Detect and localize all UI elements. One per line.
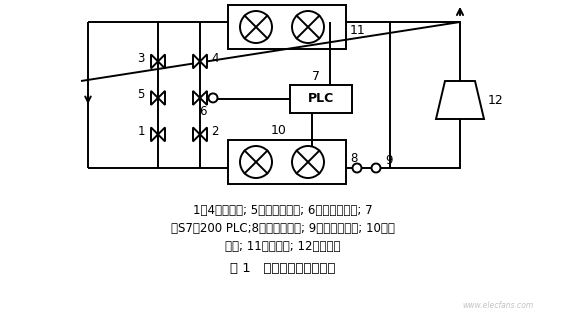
- Circle shape: [240, 146, 272, 178]
- Text: 1: 1: [138, 125, 145, 138]
- Bar: [228, 5, 346, 49]
- Text: 6: 6: [199, 106, 207, 119]
- Circle shape: [240, 11, 272, 43]
- Text: 10: 10: [271, 125, 287, 138]
- Bar: [290, 85, 352, 113]
- Polygon shape: [436, 81, 484, 119]
- Polygon shape: [151, 55, 158, 68]
- Polygon shape: [151, 91, 158, 105]
- Text: 11: 11: [350, 23, 366, 36]
- Text: 2: 2: [211, 125, 218, 138]
- Polygon shape: [193, 91, 200, 105]
- Text: 9: 9: [385, 153, 392, 166]
- Circle shape: [353, 164, 362, 172]
- Bar: [228, 140, 346, 184]
- Polygon shape: [151, 127, 158, 141]
- Polygon shape: [158, 55, 165, 68]
- Text: www.elecfans.com: www.elecfans.com: [462, 301, 534, 309]
- Text: PLC: PLC: [308, 93, 334, 106]
- Text: 5: 5: [138, 88, 145, 101]
- Polygon shape: [158, 127, 165, 141]
- Text: 8: 8: [350, 152, 358, 165]
- Circle shape: [371, 164, 380, 172]
- Circle shape: [292, 146, 324, 178]
- Text: 3: 3: [138, 52, 145, 65]
- Text: 4: 4: [211, 52, 218, 65]
- Polygon shape: [200, 55, 207, 68]
- Text: －S7－200 PLC;8－压力传感器; 9－温度传感器; 10－冷: －S7－200 PLC;8－压力传感器; 9－温度传感器; 10－冷: [171, 222, 395, 235]
- Polygon shape: [200, 127, 207, 141]
- Circle shape: [208, 94, 217, 102]
- Text: 7: 7: [312, 70, 320, 83]
- Polygon shape: [193, 55, 200, 68]
- Text: 风机; 11－冷凝器; 12－压缩机: 风机; 11－冷凝器; 12－压缩机: [225, 240, 341, 253]
- Polygon shape: [193, 127, 200, 141]
- Text: 1～4－截止阀; 5－热力膨胀阀; 6－电子膨胀阀; 7: 1～4－截止阀; 5－热力膨胀阀; 6－电子膨胀阀; 7: [193, 204, 373, 217]
- Text: 图 1   冷库耦合控制系统图: 图 1 冷库耦合控制系统图: [230, 262, 336, 275]
- Circle shape: [292, 11, 324, 43]
- Polygon shape: [200, 91, 207, 105]
- Text: 12: 12: [488, 94, 504, 107]
- Polygon shape: [158, 91, 165, 105]
